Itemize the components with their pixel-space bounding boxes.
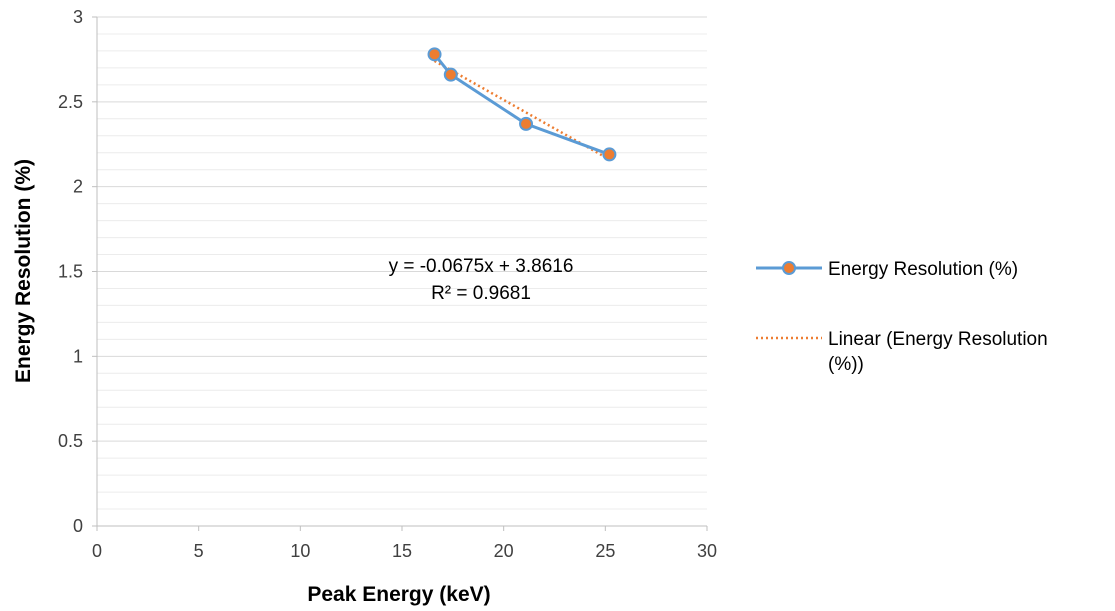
grid-lines bbox=[97, 16, 707, 510]
y-tick-label: 0.5 bbox=[58, 431, 83, 451]
y-tick-label: 1 bbox=[73, 346, 83, 366]
trendline bbox=[433, 59, 611, 161]
legend-series-label: Energy Resolution (%) bbox=[828, 259, 1018, 280]
x-tick-labels: 0 5 10 15 20 25 30 bbox=[92, 526, 717, 561]
data-point bbox=[602, 147, 617, 162]
x-tick-label: 10 bbox=[290, 541, 310, 561]
x-tick-label: 15 bbox=[392, 541, 412, 561]
x-axis-title: Peak Energy (keV) bbox=[307, 583, 490, 606]
x-tick-label: 25 bbox=[595, 541, 615, 561]
data-point bbox=[427, 47, 442, 62]
trendline-path bbox=[433, 59, 611, 161]
x-tick-label: 20 bbox=[494, 541, 514, 561]
series-energy-resolution bbox=[427, 47, 617, 162]
y-tick-label: 0 bbox=[73, 516, 83, 536]
data-point bbox=[519, 116, 534, 131]
legend-trend-label-line1: Linear (Energy Resolution bbox=[828, 329, 1048, 350]
y-tick-label: 3 bbox=[73, 7, 83, 27]
trend-equation: y = -0.0675x + 3.8616 bbox=[389, 256, 574, 277]
legend-series-marker bbox=[782, 261, 796, 275]
x-tick-label: 5 bbox=[194, 541, 204, 561]
x-tick-label: 30 bbox=[697, 541, 717, 561]
y-tick-label: 1.5 bbox=[58, 262, 83, 282]
y-tick-label: 2 bbox=[73, 177, 83, 197]
legend: Energy Resolution (%) Linear (Energy Res… bbox=[756, 259, 1048, 375]
trend-r-squared: R² = 0.9681 bbox=[431, 283, 531, 304]
y-axis-title: Energy Resolution (%) bbox=[12, 159, 35, 383]
y-tick-label: 2.5 bbox=[58, 92, 83, 112]
x-tick-label: 0 bbox=[92, 541, 102, 561]
series-line bbox=[433, 53, 610, 156]
legend-trend-label-line2: (%)) bbox=[828, 354, 864, 375]
data-point bbox=[443, 67, 458, 82]
y-tick-labels: 0 0.5 1 1.5 2 2.5 3 bbox=[58, 7, 97, 536]
